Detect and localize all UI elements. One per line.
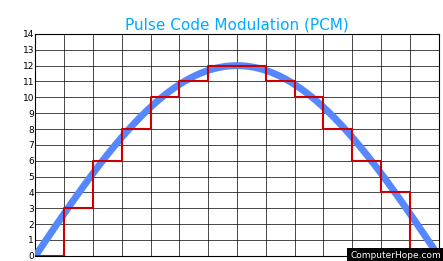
Title: Pulse Code Modulation (PCM): Pulse Code Modulation (PCM) <box>125 18 349 33</box>
Text: ComputerHope.com: ComputerHope.com <box>350 251 441 260</box>
